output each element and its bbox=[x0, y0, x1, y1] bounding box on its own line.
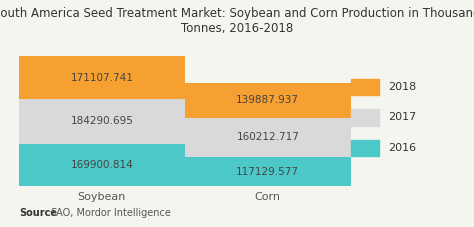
Bar bbox=[351, 140, 379, 156]
Text: 139887.937: 139887.937 bbox=[237, 95, 299, 105]
Text: 169900.814: 169900.814 bbox=[71, 160, 133, 170]
Text: 117129.577: 117129.577 bbox=[237, 167, 299, 177]
Text: Source: Source bbox=[19, 208, 57, 218]
Text: 171107.741: 171107.741 bbox=[71, 73, 133, 83]
Text: 160212.717: 160212.717 bbox=[237, 132, 299, 142]
Bar bbox=[185, 118, 351, 157]
Bar bbox=[351, 79, 379, 95]
Bar bbox=[185, 83, 351, 118]
Bar bbox=[19, 99, 185, 144]
Bar bbox=[19, 57, 185, 99]
Bar bbox=[351, 109, 379, 126]
Text: 2017: 2017 bbox=[388, 112, 417, 123]
Text: 2018: 2018 bbox=[388, 82, 417, 92]
Text: 2016: 2016 bbox=[388, 143, 417, 153]
Text: 184290.695: 184290.695 bbox=[71, 116, 133, 126]
Bar bbox=[19, 144, 185, 186]
Bar bbox=[185, 157, 351, 186]
Text: South America Seed Treatment Market: Soybean and Corn Production in Thousand
Ton: South America Seed Treatment Market: Soy… bbox=[0, 7, 474, 35]
Text: :FAO, Mordor Intelligence: :FAO, Mordor Intelligence bbox=[45, 208, 171, 218]
